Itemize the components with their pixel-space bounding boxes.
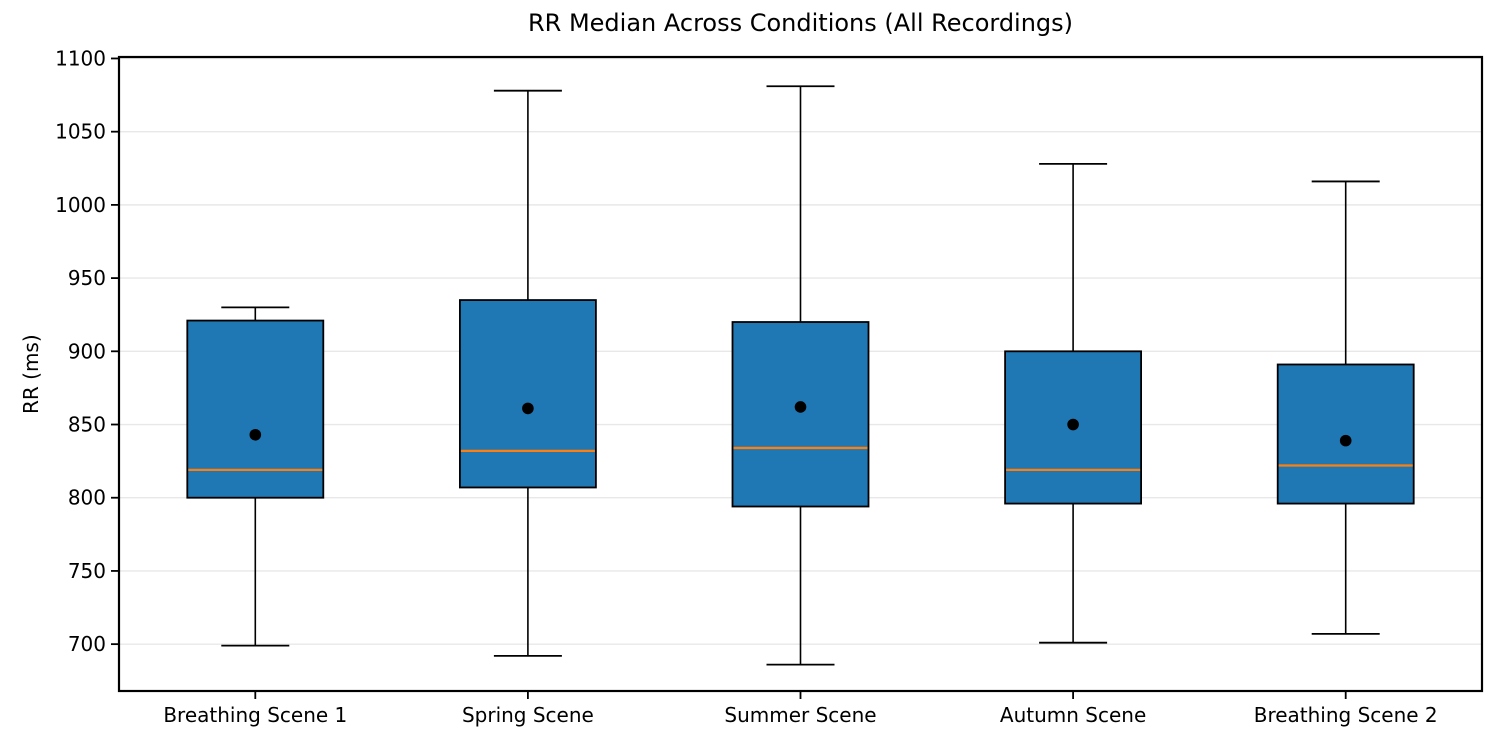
- iqr-box: [186, 319, 325, 499]
- y-tick-label: 800: [68, 486, 106, 510]
- x-tick-label: Breathing Scene 2: [1254, 703, 1438, 727]
- x-tick-label: Spring Scene: [462, 703, 594, 727]
- y-tick-label: 1000: [55, 193, 106, 217]
- mean-dot: [522, 402, 534, 415]
- mean-dot: [249, 428, 262, 441]
- iqr-box: [458, 299, 597, 489]
- x-tick-label: Autumn Scene: [1000, 703, 1146, 727]
- y-tick-label: 1050: [55, 120, 106, 144]
- x-tick-label: Summer Scene: [724, 703, 876, 727]
- mean-dot: [1339, 434, 1352, 447]
- iqr-box: [731, 321, 870, 508]
- x-tick-label: Breathing Scene 1: [163, 703, 347, 727]
- y-tick-label: 750: [68, 559, 106, 583]
- y-tick-label: 850: [68, 413, 106, 437]
- y-tick-label: 1100: [55, 46, 106, 70]
- y-tick-label: 700: [68, 632, 106, 656]
- mean-dot: [794, 401, 807, 413]
- mean-dot: [1067, 418, 1079, 431]
- chart-title: RR Median Across Conditions (All Recordi…: [527, 9, 1074, 37]
- y-tick-label: 900: [68, 339, 106, 363]
- iqr-box: [1276, 363, 1415, 505]
- y-tick-label: 950: [68, 266, 106, 290]
